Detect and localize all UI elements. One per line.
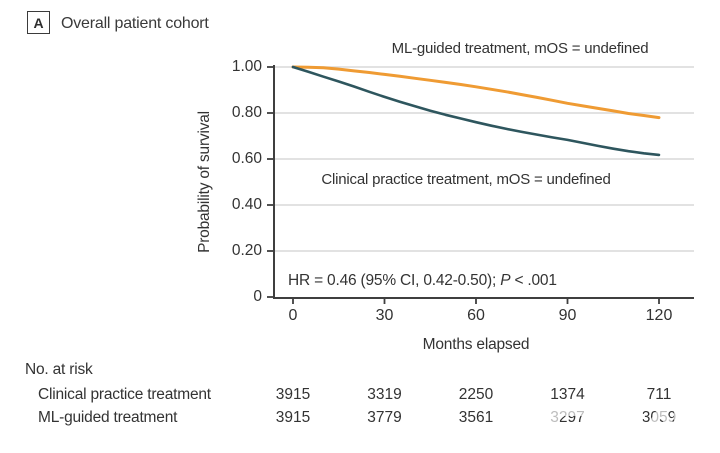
p-symbol: P [500, 272, 511, 289]
x-tick-label: 30 [375, 307, 394, 324]
risk-count: 1374 [550, 386, 585, 403]
y-tick-label: 0 [253, 288, 262, 305]
survival-curve-ml-guided [291, 65, 661, 120]
y-tick-label: 1.00 [231, 58, 262, 75]
y-tick-label: 0.40 [231, 196, 262, 213]
risk-count: 3319 [367, 386, 402, 403]
x-tick-label: 90 [558, 307, 577, 324]
p-value: < .001 [510, 272, 557, 289]
y-tick-label: 0.60 [231, 150, 262, 167]
risk-count: 3915 [275, 386, 311, 403]
risk-count: 3779 [367, 409, 402, 426]
y-axis-title: Probability of survival [196, 111, 213, 253]
y-tick-label: 0.80 [231, 104, 262, 121]
risk-count: 3561 [458, 409, 494, 426]
risk-count: 3915 [275, 409, 311, 426]
panel-label-letter: A [33, 14, 44, 31]
y-tick-label: 0.20 [231, 242, 262, 259]
hazard-ratio-annotation: HR = 0.46 (95% CI, 0.42-0.50); P < .001 [288, 272, 557, 290]
survival-curve-clinical-practice [291, 65, 661, 157]
risk-row-label-clinical: Clinical practice treatment [38, 386, 211, 403]
x-tick-label: 60 [467, 307, 485, 324]
panel-label: A [27, 11, 50, 34]
news-logo-watermark-icon [548, 388, 703, 444]
x-axis-title: Months elapsed [422, 336, 530, 353]
curve-label-ml-guided: ML-guided treatment, mOS = undefined [391, 40, 649, 57]
risk-count: 711 [646, 386, 672, 403]
figure-title: Overall patient cohort [61, 15, 209, 32]
hr-text: HR = 0.46 (95% CI, 0.42-0.50); [288, 272, 501, 289]
risk-row-label-ml: ML-guided treatment [38, 409, 178, 426]
risk-count: 2250 [458, 386, 494, 403]
risk-table-title: No. at risk [25, 361, 93, 378]
curve-label-clinical-practice: Clinical practice treatment, mOS = undef… [321, 171, 611, 188]
x-tick-label: 120 [645, 307, 673, 324]
x-tick-label: 0 [288, 307, 298, 324]
